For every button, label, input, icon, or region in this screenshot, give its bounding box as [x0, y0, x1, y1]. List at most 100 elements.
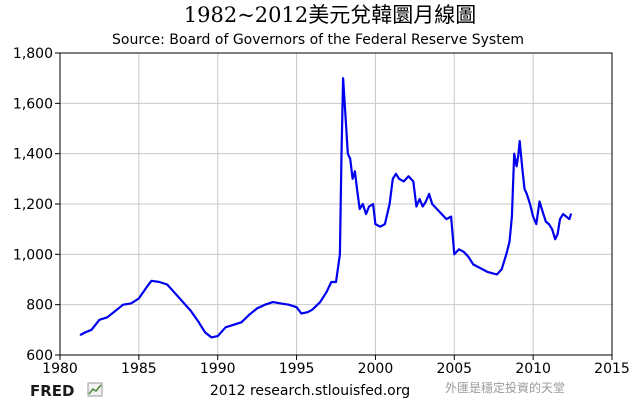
data-point [361, 203, 364, 205]
data-point [418, 198, 421, 200]
data-point [517, 155, 520, 158]
data-point [98, 318, 101, 321]
x-tick-label: 1985 [121, 361, 157, 377]
chart-subtitle: Source: Board of Governors of the Federa… [112, 32, 524, 48]
x-tick-label: 2000 [358, 361, 394, 377]
data-point [174, 292, 177, 295]
data-point [477, 266, 479, 268]
data-point [548, 223, 550, 226]
series-line [79, 77, 573, 339]
y-tick-label: 1,000 [13, 247, 53, 263]
data-point [340, 152, 343, 155]
x-tick-label: 2005 [436, 361, 472, 377]
data-point [150, 279, 153, 282]
data-point [358, 208, 361, 210]
data-point [481, 268, 484, 271]
data-point [402, 180, 405, 183]
data-point [513, 152, 516, 155]
data-point [440, 213, 443, 216]
data-point [190, 310, 192, 312]
data-point [384, 223, 386, 226]
data-point [346, 152, 349, 155]
data-point [84, 331, 87, 334]
data-point [428, 193, 430, 195]
data-point [295, 306, 298, 309]
data-point [450, 215, 452, 218]
data-point [436, 208, 438, 210]
x-tick-label: 1990 [200, 361, 236, 377]
data-point [248, 313, 251, 316]
data-point [486, 271, 489, 273]
data-point [122, 303, 124, 306]
data-point [515, 165, 518, 168]
data-point [343, 89, 345, 92]
data-point [551, 228, 553, 231]
data-point [508, 240, 511, 243]
data-point [511, 215, 513, 218]
data-point [204, 331, 207, 334]
data-point [166, 283, 169, 286]
data-point [398, 177, 400, 180]
data-point [568, 218, 571, 221]
data-point [368, 205, 370, 208]
data-point [344, 115, 347, 117]
data-point [90, 328, 93, 331]
data-point [425, 200, 427, 203]
x-tick-label: 1980 [42, 361, 78, 377]
data-point [79, 334, 82, 336]
data-point [505, 253, 508, 256]
source-credit: 2012 research.stlouisfed.org [210, 383, 410, 399]
y-tick-label: 800 [26, 298, 53, 314]
data-point [544, 220, 547, 223]
y-tick-label: 1,200 [13, 197, 53, 213]
data-point [106, 316, 109, 319]
data-point [525, 193, 528, 195]
data-point [559, 218, 561, 221]
data-point [391, 177, 394, 180]
data-point [529, 203, 531, 205]
data-point [232, 323, 235, 326]
data-point [374, 223, 377, 226]
data-point [287, 303, 290, 306]
data-point [158, 281, 161, 283]
y-tick-label: 600 [26, 348, 53, 364]
data-point [518, 140, 521, 143]
data-point [570, 213, 572, 216]
data-point [351, 177, 354, 180]
data-point [500, 268, 503, 271]
x-axis: 1980 1985 1990 1995 2000 2005 2010 2015 [42, 355, 630, 377]
data-point [565, 215, 568, 218]
data-point [538, 200, 541, 203]
data-point [325, 291, 328, 293]
x-tick-label: 2010 [515, 361, 551, 377]
data-point [395, 172, 397, 175]
y-axis: 600 800 1,000 1,200 1,400 1,600 1,800 [13, 46, 60, 364]
data-point [532, 215, 534, 218]
data-point [521, 165, 523, 168]
watermark-text: 外匯是穩定投資的天堂 [445, 380, 565, 395]
data-point [264, 303, 266, 306]
data-point [330, 281, 333, 283]
data-point [458, 248, 460, 251]
data-point [541, 210, 544, 213]
data-point [535, 223, 538, 226]
data-point [349, 157, 352, 160]
fred-logo: FRED [30, 382, 103, 400]
data-point [407, 175, 410, 178]
fred-logo-text: FRED [30, 382, 75, 400]
data-point [421, 205, 424, 208]
data-point [453, 253, 456, 256]
data-point [431, 203, 434, 205]
data-point [354, 170, 356, 173]
data-point [114, 310, 117, 312]
chart-title: 1982~2012美元兌韓圜月線圖 [184, 3, 476, 27]
y-tick-label: 1,600 [13, 96, 53, 112]
data-point [496, 273, 498, 276]
data-point [556, 233, 559, 236]
fred-logo-graph-line [88, 384, 102, 395]
data-point [279, 302, 282, 305]
data-point [240, 321, 243, 324]
series-group [79, 77, 573, 339]
data-point [339, 253, 341, 256]
y-tick-label: 1,800 [13, 46, 53, 62]
